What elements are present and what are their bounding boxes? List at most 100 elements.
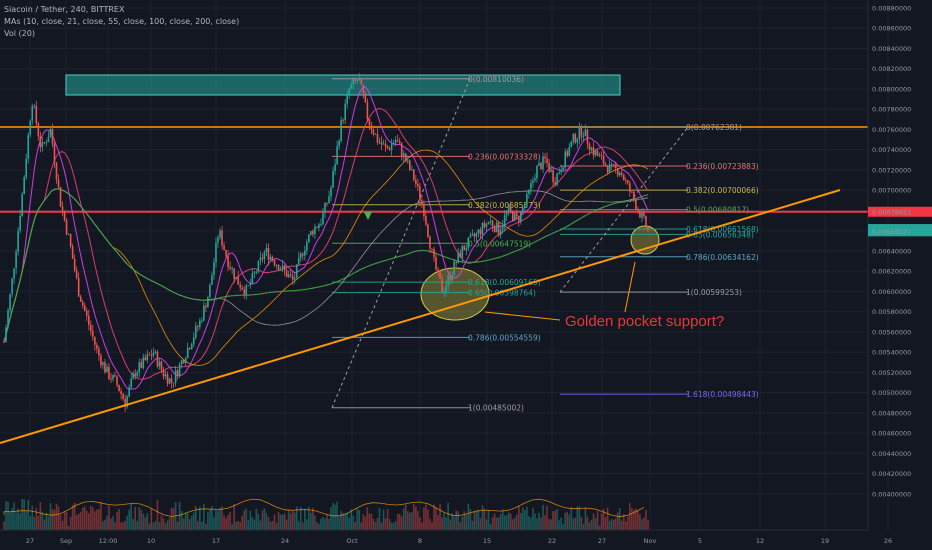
volume-bar — [271, 520, 274, 530]
volume-bar — [188, 519, 191, 530]
volume-bar — [114, 522, 116, 530]
price-axis[interactable]: 0.00880000 0.00860000 0.00840000 0.00820000… — [867, 0, 932, 530]
candle-body — [612, 164, 615, 165]
candle-body — [110, 378, 112, 380]
volume-bar — [461, 516, 464, 530]
fib-diagonal — [559, 126, 689, 293]
candle-body — [560, 170, 562, 173]
volume-bar — [172, 507, 175, 530]
volume-bar — [485, 519, 488, 530]
volume-bar — [322, 516, 324, 530]
candle-body — [79, 296, 82, 302]
volume-bar — [368, 513, 371, 530]
volume-bar — [90, 505, 92, 530]
candle-body — [259, 257, 262, 261]
volume-bar — [39, 502, 42, 530]
volume-bar — [273, 514, 276, 530]
candle-body — [243, 289, 246, 295]
candle-body — [245, 285, 248, 295]
ma-legend[interactable]: MAs (10, close, 21, close, 55, close, 10… — [4, 17, 240, 26]
candle-body — [604, 163, 607, 166]
symbol-title[interactable]: Siacoin / Tether, 240, BITTREX — [4, 5, 125, 14]
y-tick-label: 0.00560000 — [872, 328, 911, 336]
candle-body — [15, 251, 17, 269]
candle-body — [356, 80, 359, 82]
volume-bar — [491, 517, 494, 530]
volume-bar — [384, 518, 387, 530]
candle-body — [538, 163, 540, 166]
volume-bar — [166, 520, 169, 530]
candle-body — [620, 172, 623, 175]
volume-bar — [263, 508, 266, 530]
volume-bar — [299, 506, 302, 530]
volume-bar — [45, 512, 48, 530]
volume-bar — [370, 513, 373, 530]
candle-body — [128, 387, 130, 397]
volume-bar — [289, 513, 292, 530]
volume-bar — [199, 506, 201, 530]
candle-body — [382, 143, 385, 145]
volume-bar — [140, 509, 143, 530]
volume-bar — [645, 509, 647, 530]
candle-body — [606, 165, 609, 173]
candle-body — [27, 134, 30, 159]
candle-body — [160, 361, 163, 371]
candle-body — [417, 184, 419, 187]
x-tick-label: 12:00 — [99, 537, 118, 545]
candle-body — [63, 210, 66, 221]
candle-body — [566, 151, 569, 156]
fib-label: 0.236(0.00733328) — [468, 152, 541, 161]
volume-bar — [134, 506, 137, 530]
volume-bar — [427, 509, 429, 530]
volume-bar — [269, 521, 272, 530]
volume-bar — [67, 525, 70, 530]
candle-body — [616, 168, 619, 176]
resistance-zone — [65, 74, 621, 96]
candle-body — [197, 326, 199, 327]
volume-bar — [291, 510, 294, 530]
candle-body — [154, 351, 157, 353]
volume-bar — [120, 522, 122, 530]
volume-bar — [61, 520, 64, 530]
volume-bar — [433, 504, 435, 530]
volume-bar — [481, 505, 484, 530]
volume-bar — [94, 511, 96, 530]
volume-bar — [21, 498, 23, 530]
candle-body — [207, 297, 209, 308]
candle-body — [267, 248, 270, 260]
volume-bar — [415, 506, 417, 530]
volume-bar — [344, 513, 346, 530]
candle-body — [364, 95, 367, 103]
candle-body — [550, 169, 552, 172]
price-tag — [868, 206, 932, 217]
volume-bar — [408, 512, 411, 530]
volume-bar — [558, 520, 560, 530]
y-tick-label: 0.00420000 — [872, 470, 911, 478]
candle-body — [203, 305, 205, 321]
candle-body — [582, 136, 585, 137]
candle-body — [39, 136, 42, 148]
candle-body — [225, 250, 227, 257]
candle-body — [47, 137, 50, 143]
volume-bar — [201, 521, 203, 530]
candle-body — [350, 84, 353, 89]
volume-bar — [98, 509, 100, 530]
candle-body — [130, 378, 132, 388]
y-tick-label: 0.00440000 — [872, 450, 911, 458]
y-tick-label: 0.00520000 — [872, 369, 911, 377]
candle-body — [90, 324, 92, 331]
trendline[interactable] — [0, 189, 841, 444]
candle-body — [301, 253, 304, 256]
time-axis[interactable]: 27 Sep 12:00 10 17 24 Oct 8 15 22 27 Nov 5 12 19 26 — [0, 529, 932, 550]
candle-body — [600, 155, 603, 157]
candle-body — [318, 224, 320, 228]
volume-legend[interactable]: Vol (20) — [4, 29, 35, 38]
candle-body — [51, 128, 54, 144]
volume-bar — [350, 509, 353, 530]
candle-body — [354, 79, 357, 82]
candle-body — [114, 375, 116, 377]
volume-bar — [33, 517, 36, 530]
volume-bar — [128, 509, 130, 530]
y-tick-label: 0.00580000 — [872, 308, 911, 316]
